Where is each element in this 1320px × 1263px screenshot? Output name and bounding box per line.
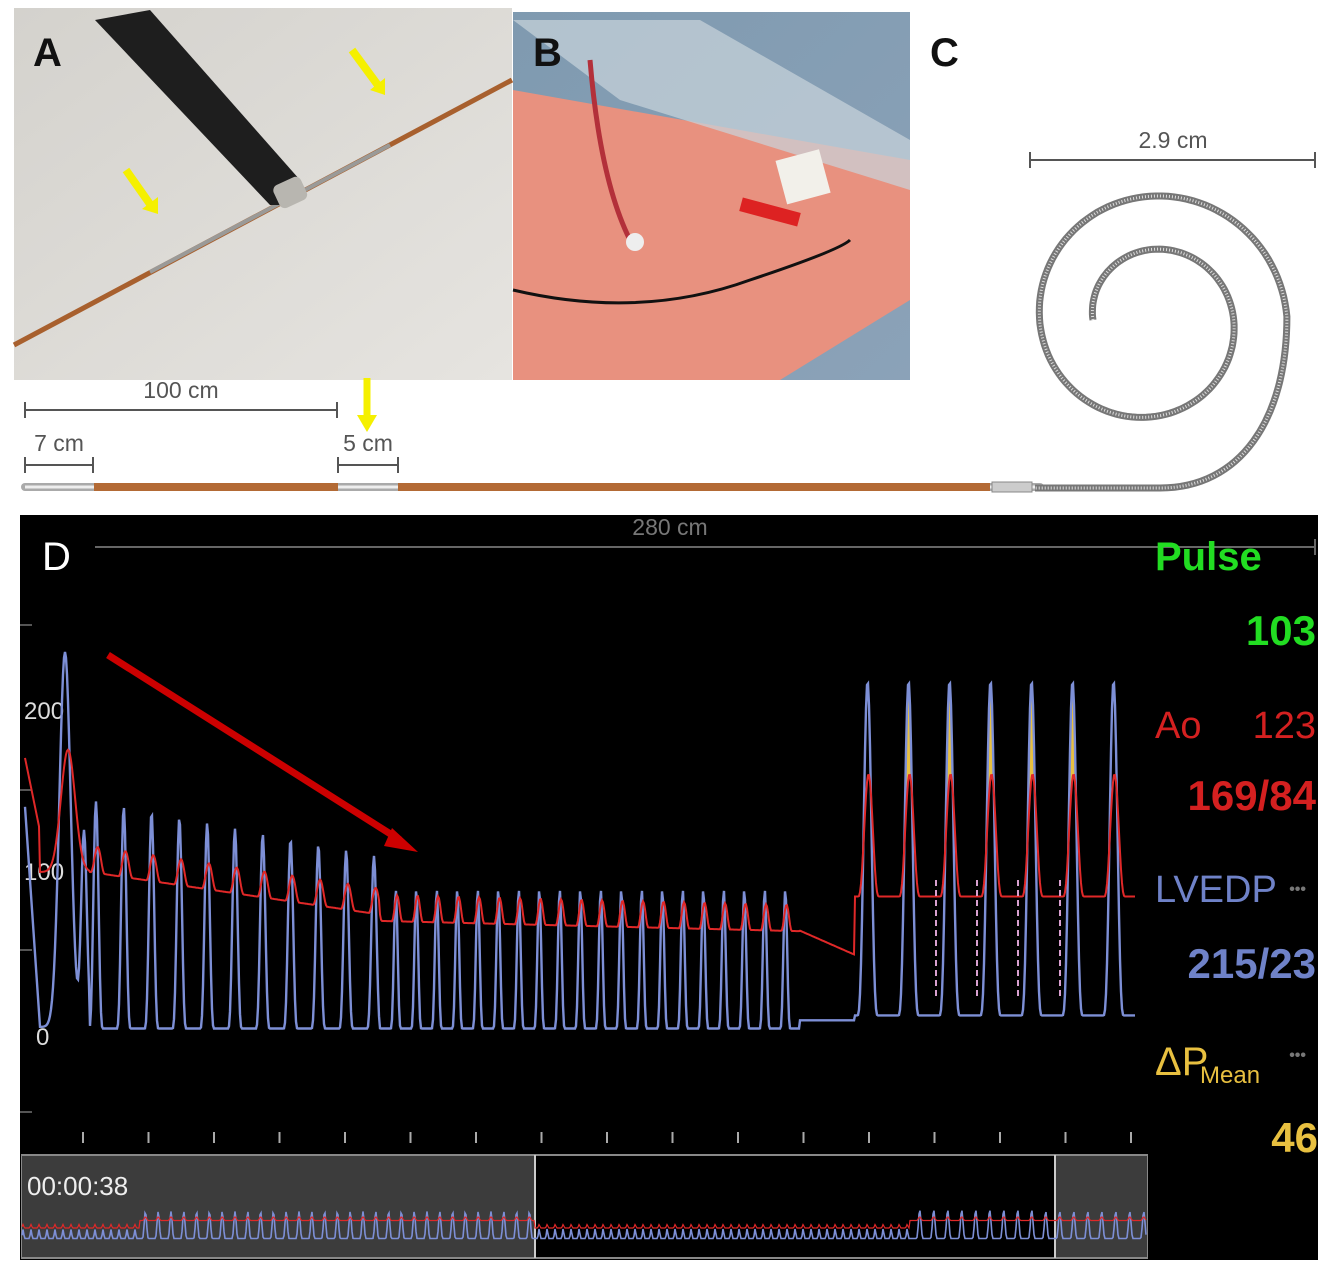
wire-core <box>149 143 391 274</box>
scale-label: 7 cm <box>34 430 84 456</box>
marker <box>991 481 1033 493</box>
lvedp-pressure: 215/23 <box>1188 940 1316 987</box>
arrow <box>348 47 384 91</box>
valve <box>626 233 644 251</box>
arrow-head <box>142 197 158 214</box>
arrow <box>122 167 156 210</box>
photo-b <box>512 12 910 380</box>
panel-label: D <box>42 535 71 579</box>
minimap-shade <box>22 1156 535 1257</box>
ao-mean: 123 <box>1253 705 1316 747</box>
tube <box>587 59 633 242</box>
lvedp-markers <box>935 880 1061 1000</box>
y-tick-label: 0 <box>36 1024 49 1051</box>
scale-label: 280 cm <box>632 514 707 540</box>
pigtail-highlight <box>1035 194 1289 490</box>
pigtail <box>1035 192 1291 492</box>
scale-label: 2.9 cm <box>1138 127 1207 153</box>
clip <box>95 10 300 205</box>
minimap-shade <box>1055 1156 1147 1257</box>
lvedp-label: LVEDP <box>1155 869 1277 911</box>
minimap-window <box>534 1155 1056 1258</box>
photo-a <box>12 8 514 380</box>
lv-pressure-wave <box>23 651 1135 1030</box>
timer: 00:00:38 <box>27 1171 128 1201</box>
pulse-value: 103 <box>1246 607 1316 654</box>
ao-label: Ao <box>1155 705 1201 747</box>
arrow-head <box>370 78 385 95</box>
panel-label: A <box>33 31 62 75</box>
scale-bar <box>1029 152 1316 168</box>
panel-label: B <box>533 31 562 75</box>
scale-bar <box>95 539 1316 555</box>
minimap-lv-wave <box>21 1210 1147 1240</box>
minimap-ao-wave <box>21 1216 1147 1230</box>
ao-pressure-wave <box>24 748 1135 956</box>
monitor: 280 cm D 200 100 0 00:00:38 Pulse 103 Ao… <box>20 514 1318 1260</box>
drape <box>513 20 910 190</box>
pad <box>775 149 831 205</box>
scale-bars <box>24 152 1316 473</box>
scale-label: 5 cm <box>343 430 393 456</box>
more[interactable]: ••• <box>1289 881 1306 898</box>
scale-label: 100 cm <box>143 377 218 403</box>
cable <box>512 238 852 305</box>
delta-p-value: 46 <box>1271 1114 1318 1161</box>
delta-p-label: ΔP <box>1155 1040 1208 1084</box>
panel-label: C <box>930 31 959 75</box>
clip-tip <box>273 176 308 209</box>
delta-p-subscript: Mean <box>1200 1062 1260 1089</box>
time-ticks <box>82 1132 1132 1143</box>
more[interactable]: ••• <box>1289 1047 1306 1064</box>
scale-bar <box>24 402 338 418</box>
axis-ticks <box>20 624 32 1113</box>
scale-bar <box>24 457 94 473</box>
trend-arrow-head <box>384 828 418 852</box>
y-tick-label: 200 <box>24 698 64 725</box>
arrow-head <box>357 415 377 432</box>
pulse-label: Pulse <box>1155 535 1262 579</box>
ao-pressure: 169/84 <box>1188 772 1317 819</box>
trend-arrow <box>106 652 402 843</box>
catheter <box>21 192 1291 493</box>
scale-bar <box>337 457 399 473</box>
clip <box>739 197 801 227</box>
